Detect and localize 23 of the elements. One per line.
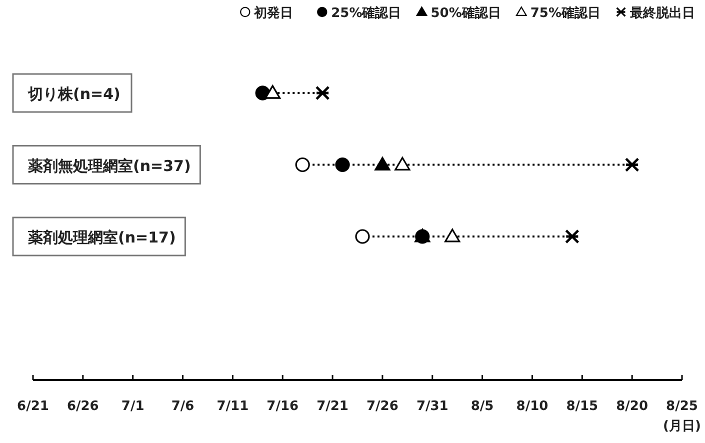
x-tick-label: 7/1 xyxy=(121,399,144,414)
x-axis-title: (月日) xyxy=(663,419,701,434)
x-tick-label: 8/5 xyxy=(470,399,494,414)
x-tick-label: 7/11 xyxy=(216,399,249,414)
x-tick-label: 8/20 xyxy=(616,399,648,414)
annotation: 薬剤処理網室(n=17) xyxy=(27,228,176,246)
x-tick-label: 7/31 xyxy=(416,399,448,414)
x-tick-label: 7/21 xyxy=(316,399,348,414)
annotation: 切り株(n=4) xyxy=(27,85,120,103)
legend-label: 50%確認日 xyxy=(430,5,501,21)
x-tick-label: 6/21 xyxy=(17,399,49,414)
x-tick-label: 8/25 xyxy=(666,399,698,414)
x-tick-label: 8/10 xyxy=(516,399,548,414)
x-tick-label: 8/15 xyxy=(566,399,598,414)
legend-label: 75%確認日 xyxy=(530,5,601,21)
legend-label: 25%確認日 xyxy=(331,5,402,21)
legend-label: 最終脱出日 xyxy=(629,6,695,21)
annotation: 薬剤無処理網室(n=37) xyxy=(27,156,191,175)
x-tick-label: 6/26 xyxy=(66,399,99,414)
x-tick-label: 7/6 xyxy=(171,399,194,414)
x-tick-label: 7/26 xyxy=(366,399,398,414)
x-tick-label: 7/16 xyxy=(266,399,299,414)
legend-label: 初発日 xyxy=(253,5,294,21)
